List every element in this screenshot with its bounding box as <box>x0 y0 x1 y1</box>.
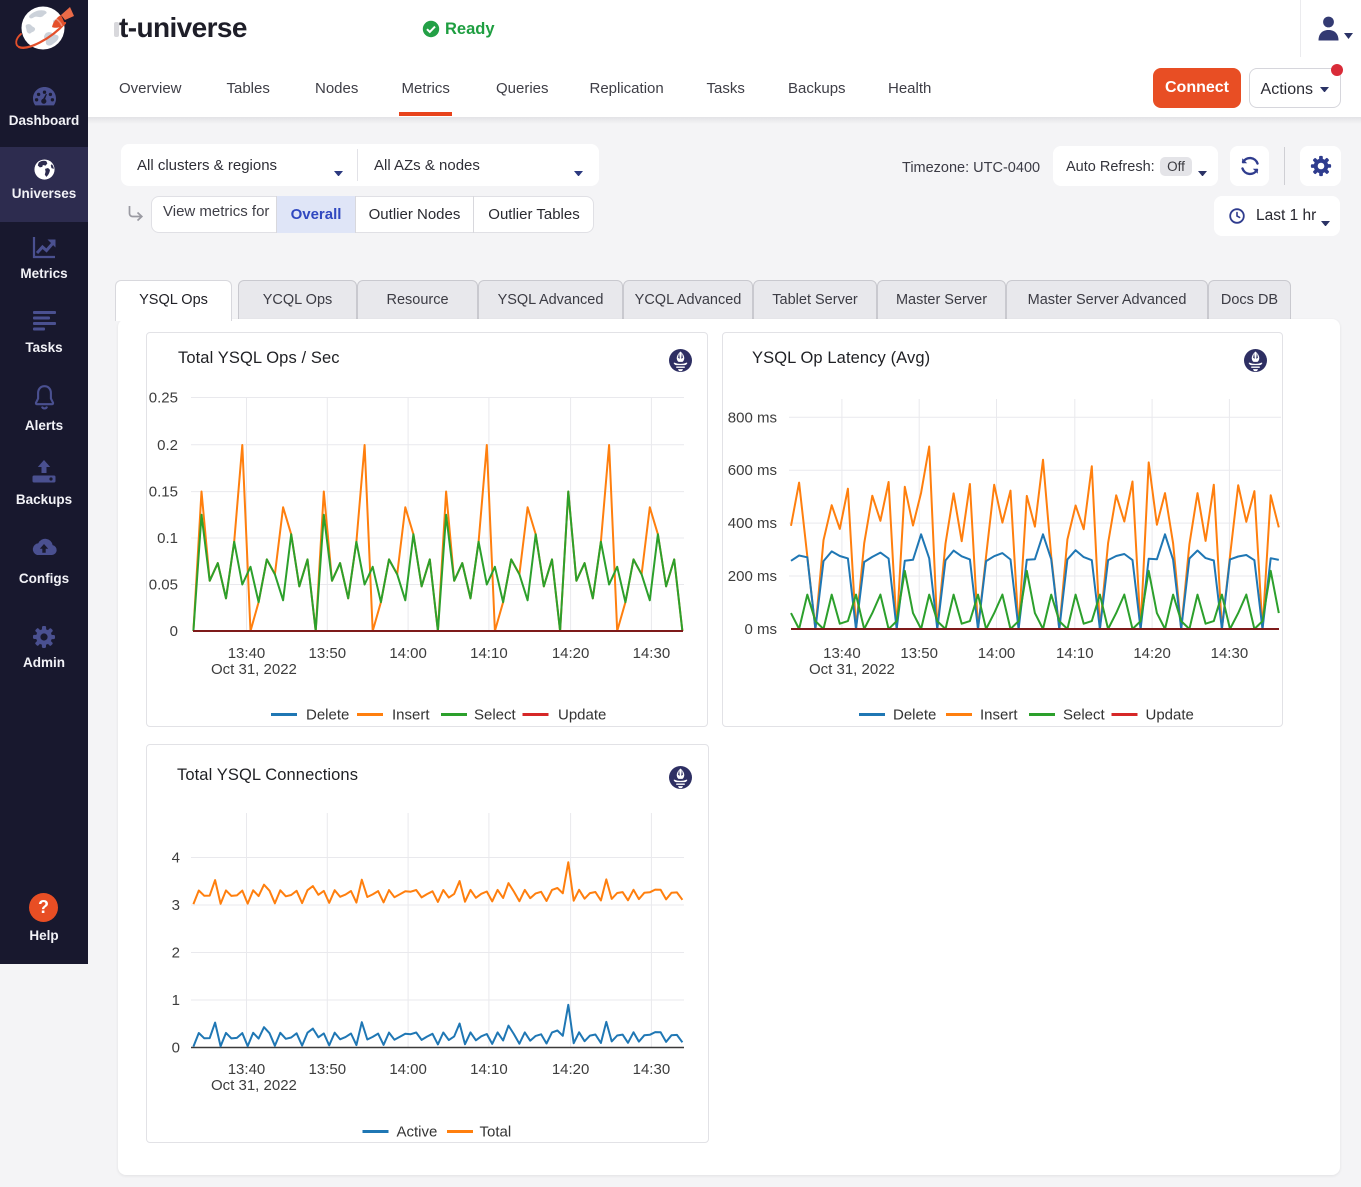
svg-text:3: 3 <box>172 897 180 914</box>
svg-text:13:40: 13:40 <box>823 645 861 662</box>
svg-text:Active: Active <box>397 1124 438 1141</box>
svg-text:0.05: 0.05 <box>149 577 178 594</box>
svg-text:Insert: Insert <box>392 707 430 724</box>
svg-text:14:00: 14:00 <box>978 645 1016 662</box>
svg-text:14:30: 14:30 <box>1211 645 1249 662</box>
svg-text:Oct 31, 2022: Oct 31, 2022 <box>809 661 895 678</box>
svg-text:4: 4 <box>172 850 180 867</box>
svg-text:200 ms: 200 ms <box>728 568 777 585</box>
svg-text:14:30: 14:30 <box>633 1061 671 1078</box>
svg-text:Select: Select <box>1063 707 1106 724</box>
svg-text:Update: Update <box>558 707 606 724</box>
svg-text:14:20: 14:20 <box>552 645 590 662</box>
svg-text:Oct 31, 2022: Oct 31, 2022 <box>211 661 297 678</box>
svg-text:Delete: Delete <box>306 707 349 724</box>
svg-text:0: 0 <box>172 1040 180 1057</box>
svg-text:0: 0 <box>170 623 178 640</box>
svg-text:Delete: Delete <box>893 707 936 724</box>
svg-text:14:10: 14:10 <box>1056 645 1094 662</box>
svg-text:13:40: 13:40 <box>228 645 266 662</box>
svg-text:Total: Total <box>480 1124 512 1141</box>
svg-text:0 ms: 0 ms <box>744 621 777 638</box>
svg-text:0.2: 0.2 <box>157 437 178 454</box>
svg-text:14:00: 14:00 <box>389 1061 427 1078</box>
svg-text:1: 1 <box>172 992 180 1009</box>
svg-text:Update: Update <box>1146 707 1194 724</box>
svg-text:Oct 31, 2022: Oct 31, 2022 <box>211 1077 297 1094</box>
svg-text:Insert: Insert <box>980 707 1018 724</box>
svg-text:13:50: 13:50 <box>900 645 938 662</box>
svg-text:400 ms: 400 ms <box>728 515 777 532</box>
svg-text:14:10: 14:10 <box>470 1061 508 1078</box>
svg-text:14:00: 14:00 <box>389 645 427 662</box>
svg-text:13:50: 13:50 <box>309 1061 347 1078</box>
svg-text:14:30: 14:30 <box>633 645 671 662</box>
svg-text:13:40: 13:40 <box>228 1061 266 1078</box>
svg-text:2: 2 <box>172 945 180 962</box>
svg-text:0.1: 0.1 <box>157 530 178 547</box>
svg-text:14:20: 14:20 <box>1133 645 1171 662</box>
svg-text:Select: Select <box>474 707 517 724</box>
svg-text:14:10: 14:10 <box>470 645 508 662</box>
svg-text:14:20: 14:20 <box>552 1061 590 1078</box>
svg-text:0.15: 0.15 <box>149 484 178 501</box>
svg-text:800 ms: 800 ms <box>728 409 777 426</box>
svg-text:600 ms: 600 ms <box>728 462 777 479</box>
svg-text:0.25: 0.25 <box>149 390 178 407</box>
svg-text:13:50: 13:50 <box>309 645 347 662</box>
